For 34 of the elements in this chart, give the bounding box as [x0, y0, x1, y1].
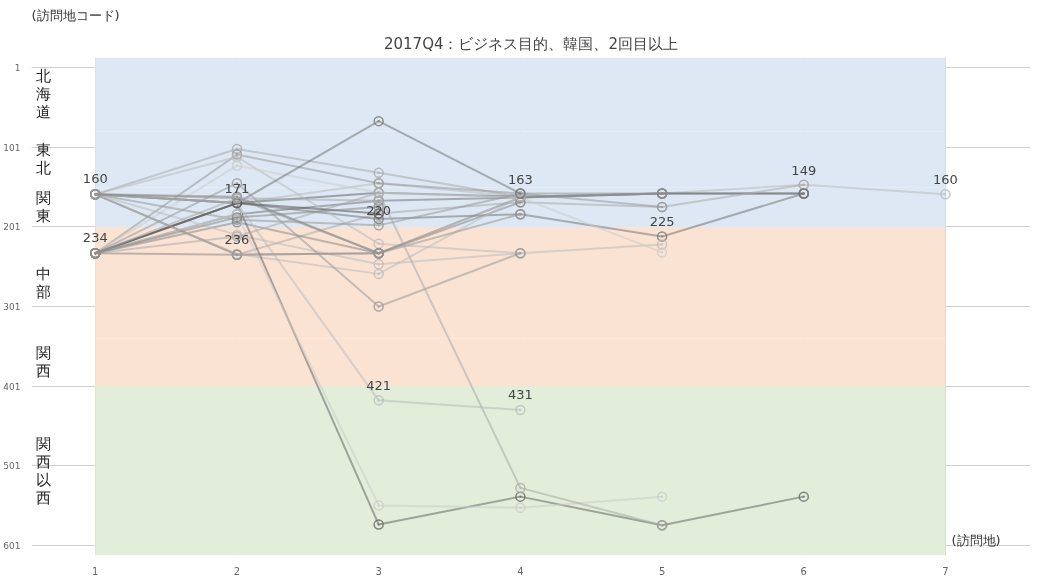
- y-tick-label: 301: [3, 302, 21, 312]
- annotation: 431: [507, 387, 533, 403]
- y-tick-label: 501: [3, 461, 21, 472]
- annotation: 160: [933, 171, 958, 187]
- annotation: 421: [366, 378, 392, 394]
- y-tick-label: 101: [3, 142, 21, 153]
- x-tick-label: 7: [942, 565, 949, 577]
- chart-title: 2017Q4：ビジネス目的、韓国、2回目以上: [383, 34, 679, 53]
- band-label: 関東: [35, 189, 51, 226]
- annotation: 234: [82, 230, 108, 246]
- x-tick-label: 6: [800, 565, 807, 577]
- y-tick-label: 1: [14, 63, 21, 74]
- band-label: 関西以西: [35, 434, 51, 507]
- y-tick-label: 401: [3, 381, 21, 392]
- band-label: 北海道: [35, 67, 51, 122]
- annotation: 225: [649, 214, 675, 230]
- x-tick-label: 4: [517, 565, 524, 577]
- annotation: 163: [507, 171, 533, 187]
- band-label: 関西: [35, 344, 51, 381]
- annotation: 149: [791, 162, 817, 178]
- x-axis-title: (訪問地): [951, 532, 1001, 548]
- y-axis-title: (訪問地コード): [31, 7, 120, 23]
- annotation: 236: [224, 232, 250, 247]
- band-label: 中部: [35, 264, 51, 301]
- x-tick-label: 2: [233, 565, 241, 577]
- annotation: 171: [224, 181, 250, 197]
- annotation: 220: [366, 203, 392, 219]
- x-tick-label: 1: [92, 565, 99, 577]
- band-label: 東北: [35, 141, 51, 178]
- y-tick-label: 201: [3, 222, 21, 233]
- x-tick-label: 5: [658, 565, 666, 577]
- x-tick-label: 3: [375, 565, 382, 577]
- y-tick-label: 601: [3, 540, 21, 551]
- annotation: 160: [82, 170, 108, 186]
